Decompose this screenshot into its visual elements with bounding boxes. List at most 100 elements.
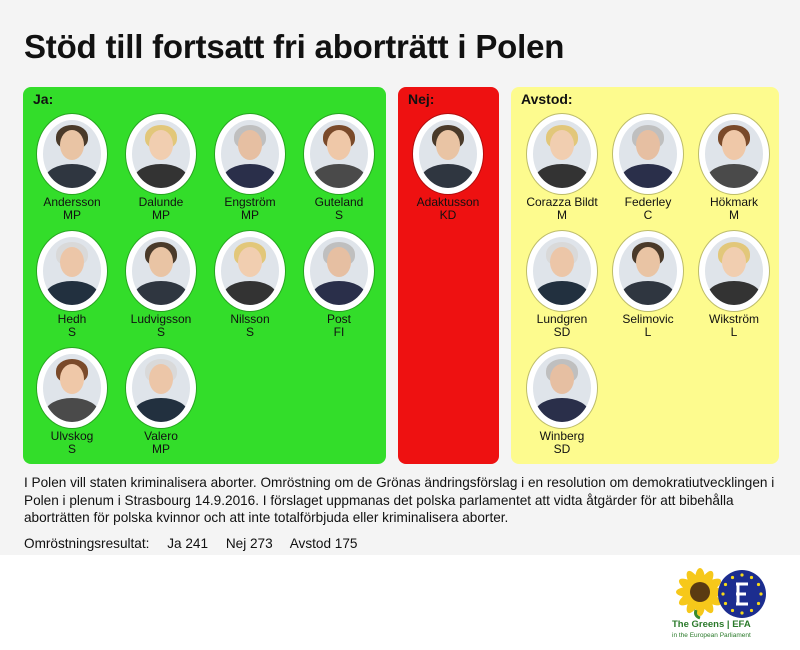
panel-label-nej: Nej: bbox=[408, 91, 435, 107]
member-party: S bbox=[67, 442, 76, 456]
member-name: Lundgren bbox=[536, 312, 588, 326]
portrait-body-shape bbox=[45, 164, 99, 188]
portrait-body-shape bbox=[535, 281, 589, 305]
member-name: Hedh bbox=[57, 312, 87, 326]
portrait-body-shape bbox=[223, 164, 277, 188]
portrait-photo bbox=[619, 120, 677, 188]
portrait-face-shape bbox=[636, 247, 660, 277]
portrait-photo bbox=[533, 237, 591, 305]
portrait-frame bbox=[527, 348, 597, 428]
portrait-photo bbox=[533, 354, 591, 422]
portrait-body-shape bbox=[312, 281, 366, 305]
portrait-photo bbox=[221, 120, 279, 188]
panel-label-ja: Ja: bbox=[33, 91, 54, 107]
member-party: C bbox=[643, 208, 653, 222]
portrait-photo bbox=[310, 237, 368, 305]
portrait-body-shape bbox=[535, 164, 589, 188]
portrait-frame bbox=[699, 231, 769, 311]
portrait-body-shape bbox=[223, 281, 277, 305]
portrait-body-shape bbox=[535, 398, 589, 422]
portrait-face-shape bbox=[550, 130, 574, 160]
portrait-face-shape bbox=[60, 247, 84, 277]
member-name: Post bbox=[326, 312, 351, 326]
portrait-frame bbox=[613, 114, 683, 194]
member-party: S bbox=[245, 325, 254, 339]
portrait-body-shape bbox=[134, 398, 188, 422]
portrait-frame bbox=[215, 114, 285, 194]
member-party: MP bbox=[152, 442, 170, 456]
panel-label-avstod: Avstod: bbox=[521, 91, 573, 107]
member-party: S bbox=[156, 325, 165, 339]
portrait-photo bbox=[221, 237, 279, 305]
member-name: Ludvigsson bbox=[130, 312, 192, 326]
portrait-face-shape bbox=[327, 247, 351, 277]
portrait-photo bbox=[619, 237, 677, 305]
member-name: Engström bbox=[224, 195, 276, 209]
portrait-body-shape bbox=[45, 398, 99, 422]
portrait-face-shape bbox=[238, 247, 262, 277]
efa-star-circle-icon bbox=[718, 570, 766, 618]
portrait-frame bbox=[215, 231, 285, 311]
portrait-face-shape bbox=[550, 364, 574, 394]
member-party: FI bbox=[333, 325, 345, 339]
portrait-frame bbox=[304, 231, 374, 311]
member-name: Valero bbox=[144, 429, 178, 443]
member-party: MP bbox=[152, 208, 170, 222]
member-party: S bbox=[67, 325, 76, 339]
result-ja: Ja 241 bbox=[167, 536, 209, 551]
sunflower-icon bbox=[676, 568, 724, 620]
portrait-face-shape bbox=[327, 130, 351, 160]
member-party: L bbox=[730, 325, 738, 339]
portrait-photo bbox=[43, 120, 101, 188]
portrait-photo bbox=[132, 354, 190, 422]
portrait-body-shape bbox=[707, 164, 761, 188]
portrait-face-shape bbox=[149, 130, 173, 160]
member-party: MP bbox=[241, 208, 259, 222]
portrait-frame bbox=[37, 231, 107, 311]
portrait-face-shape bbox=[722, 247, 746, 277]
portrait-body-shape bbox=[621, 164, 675, 188]
member-party: L bbox=[644, 325, 652, 339]
page-title: Stöd till fortsatt fri aborträtt i Polen bbox=[24, 28, 565, 65]
portrait-body-shape bbox=[421, 164, 475, 188]
portrait-frame bbox=[527, 231, 597, 311]
member-name: Andersson bbox=[43, 195, 101, 209]
portrait-face-shape bbox=[722, 130, 746, 160]
portrait-frame bbox=[37, 114, 107, 194]
portrait-face-shape bbox=[149, 247, 173, 277]
member-name: Hökmark bbox=[709, 195, 758, 209]
portrait-body-shape bbox=[134, 164, 188, 188]
member-party: M bbox=[557, 208, 567, 222]
portrait-frame bbox=[126, 348, 196, 428]
portrait-frame bbox=[304, 114, 374, 194]
member-name: Selimovic bbox=[622, 312, 674, 326]
member-party: SD bbox=[553, 442, 571, 456]
member-name: Adaktusson bbox=[416, 195, 480, 209]
portrait-photo bbox=[132, 120, 190, 188]
member-party: M bbox=[729, 208, 739, 222]
portrait-photo bbox=[43, 237, 101, 305]
portrait-frame bbox=[126, 231, 196, 311]
result-nej: Nej 273 bbox=[225, 536, 273, 551]
portrait-face-shape bbox=[238, 130, 262, 160]
portrait-photo bbox=[533, 120, 591, 188]
result-avstod: Avstod 175 bbox=[289, 536, 358, 551]
portrait-photo bbox=[705, 237, 763, 305]
member-name: Guteland bbox=[314, 195, 364, 209]
member-name: Federley bbox=[624, 195, 672, 209]
logo-text: The Greens | EFA bbox=[672, 619, 751, 630]
member-party: S bbox=[334, 208, 343, 222]
member-name: Dalunde bbox=[138, 195, 184, 209]
portrait-body-shape bbox=[312, 164, 366, 188]
portrait-photo bbox=[132, 237, 190, 305]
member-name: Nilsson bbox=[230, 312, 270, 326]
portrait-photo bbox=[43, 354, 101, 422]
portrait-frame bbox=[699, 114, 769, 194]
portrait-frame bbox=[37, 348, 107, 428]
portrait-body-shape bbox=[707, 281, 761, 305]
member-name: Corazza Bildt bbox=[526, 195, 598, 209]
portrait-face-shape bbox=[436, 130, 460, 160]
portrait-face-shape bbox=[550, 247, 574, 277]
result-label: Omröstningsresultat: bbox=[24, 536, 150, 551]
portrait-photo bbox=[705, 120, 763, 188]
